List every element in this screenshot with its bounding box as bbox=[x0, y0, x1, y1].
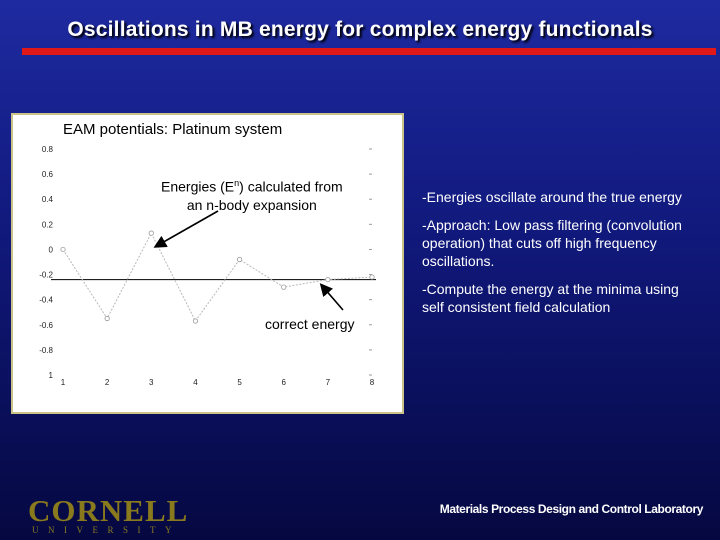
energies-callout-line2: an n-body expansion bbox=[186, 196, 317, 213]
energy-data-point bbox=[369, 274, 375, 280]
bullet-item: -Approach: Low pass filtering (convoluti… bbox=[422, 217, 682, 269]
energy-data-point bbox=[192, 318, 199, 324]
y-tick-label: 0.6 bbox=[42, 170, 54, 179]
y-tick-label: -0.6 bbox=[39, 321, 53, 330]
y-tick-label: 0.8 bbox=[42, 145, 54, 154]
slide-title: Oscillations in MB energy for complex en… bbox=[67, 18, 653, 41]
y-tick-label: -0.2 bbox=[39, 271, 53, 280]
x-tick-label: 7 bbox=[326, 378, 331, 387]
correct-energy-callout: correct energy bbox=[265, 316, 355, 332]
y-tick-label: -0.8 bbox=[39, 346, 53, 355]
cornell-logo: CORNELL bbox=[28, 493, 189, 528]
bullet-list: -Energies oscillate around the true ener… bbox=[422, 188, 702, 326]
x-tick-label: 4 bbox=[193, 378, 198, 387]
y-tick-label: 0.4 bbox=[42, 195, 54, 204]
bullet-item: -Compute the energy at the minima using … bbox=[422, 281, 679, 315]
bullet-item: -Energies oscillate around the true ener… bbox=[422, 189, 682, 205]
y-tick-label: 1 bbox=[49, 371, 54, 380]
energy-data-point bbox=[325, 276, 331, 283]
y-tick-label: 0.2 bbox=[42, 220, 54, 229]
y-tick-label: -0.4 bbox=[39, 296, 53, 305]
x-tick-label: 8 bbox=[370, 378, 375, 387]
footer-lab-name: Materials Process Design and Control Lab… bbox=[439, 502, 704, 516]
x-tick-label: 6 bbox=[281, 378, 286, 387]
energies-callout: Energies (En) calculated from an n-body … bbox=[161, 174, 343, 214]
energies-callout-line1: Energies (En) calculated from bbox=[161, 174, 343, 196]
energies-callout-text-b: ) calculated from bbox=[239, 178, 343, 195]
x-tick-label: 5 bbox=[237, 378, 242, 387]
energy-data-point bbox=[60, 246, 66, 253]
x-tick-label: 3 bbox=[149, 378, 154, 387]
energies-callout-text-a: Energies (E bbox=[161, 178, 235, 195]
title-rule bbox=[22, 48, 716, 55]
chart-heading: EAM potentials: Platinum system bbox=[63, 121, 283, 138]
energy-data-point bbox=[281, 284, 287, 290]
energy-chart: 0.8 0.6 0.4 0.2 0 -0.2 -0.4 -0.6 -0.8 11 2 3 4 5 6 7 8 bbox=[39, 145, 376, 387]
correct-energy-callout-arrow bbox=[319, 283, 344, 311]
energy-series-line bbox=[62, 232, 373, 322]
energy-data-point bbox=[236, 256, 243, 263]
x-tick-label: 2 bbox=[105, 378, 110, 387]
x-tick-label: 1 bbox=[61, 378, 66, 387]
cornell-logo-subtitle: UNIVERSITY bbox=[32, 525, 181, 535]
chart-panel: 0.8 0.6 0.4 0.2 0 -0.2 -0.4 -0.6 -0.8 1 1 2 3 4 5 6 7 8 E… bbox=[11, 113, 404, 414]
energies-callout-arrow bbox=[153, 210, 219, 248]
energies-callout-superscript: n bbox=[234, 178, 240, 188]
energy-data-point bbox=[148, 230, 154, 236]
y-tick-label: 0 bbox=[49, 245, 54, 254]
energy-data-point bbox=[104, 315, 110, 322]
